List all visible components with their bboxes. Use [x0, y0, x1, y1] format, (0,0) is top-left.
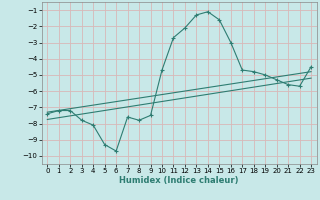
- X-axis label: Humidex (Indice chaleur): Humidex (Indice chaleur): [119, 176, 239, 185]
